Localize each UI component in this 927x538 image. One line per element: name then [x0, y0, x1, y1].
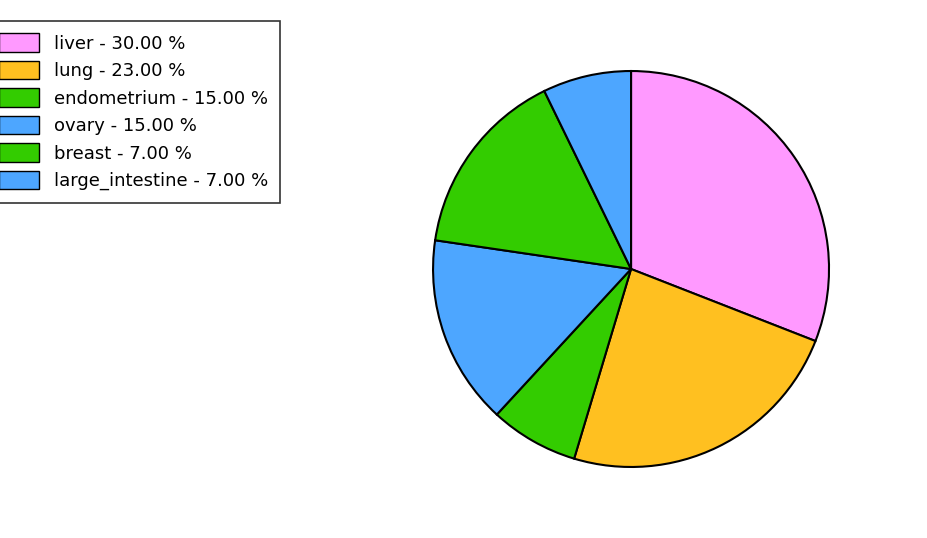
Wedge shape	[630, 71, 828, 341]
Wedge shape	[496, 269, 630, 458]
Wedge shape	[574, 269, 815, 467]
Wedge shape	[435, 91, 630, 269]
Wedge shape	[544, 71, 630, 269]
Legend: liver - 30.00 %, lung - 23.00 %, endometrium - 15.00 %, ovary - 15.00 %, breast : liver - 30.00 %, lung - 23.00 %, endomet…	[0, 20, 280, 203]
Wedge shape	[433, 240, 630, 415]
